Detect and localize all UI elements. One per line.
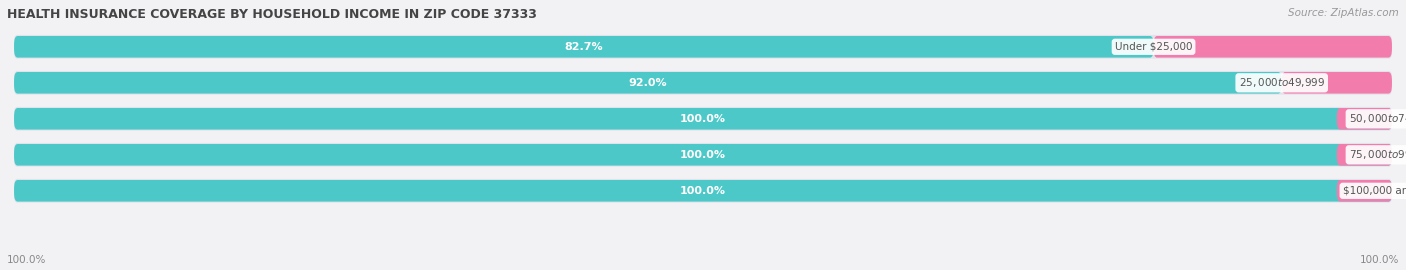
Text: HEALTH INSURANCE COVERAGE BY HOUSEHOLD INCOME IN ZIP CODE 37333: HEALTH INSURANCE COVERAGE BY HOUSEHOLD I… <box>7 8 537 21</box>
Text: 100.0%: 100.0% <box>681 114 725 124</box>
FancyBboxPatch shape <box>14 71 1392 95</box>
FancyBboxPatch shape <box>1337 180 1392 202</box>
FancyBboxPatch shape <box>1337 144 1392 166</box>
FancyBboxPatch shape <box>14 179 1392 203</box>
FancyBboxPatch shape <box>14 107 1392 131</box>
Text: $100,000 and over: $100,000 and over <box>1343 186 1406 196</box>
Text: 100.0%: 100.0% <box>681 186 725 196</box>
FancyBboxPatch shape <box>14 108 1392 130</box>
Text: $75,000 to $99,999: $75,000 to $99,999 <box>1348 148 1406 161</box>
Text: 100.0%: 100.0% <box>681 150 725 160</box>
Text: $25,000 to $49,999: $25,000 to $49,999 <box>1239 76 1324 89</box>
FancyBboxPatch shape <box>14 144 1392 166</box>
FancyBboxPatch shape <box>14 180 1392 202</box>
Text: Source: ZipAtlas.com: Source: ZipAtlas.com <box>1288 8 1399 18</box>
Text: $50,000 to $74,999: $50,000 to $74,999 <box>1348 112 1406 125</box>
Text: 92.0%: 92.0% <box>628 78 668 88</box>
Text: 100.0%: 100.0% <box>7 255 46 265</box>
FancyBboxPatch shape <box>1282 72 1392 94</box>
FancyBboxPatch shape <box>1337 108 1392 130</box>
FancyBboxPatch shape <box>14 143 1392 167</box>
Text: 100.0%: 100.0% <box>1360 255 1399 265</box>
Text: Under $25,000: Under $25,000 <box>1115 42 1192 52</box>
FancyBboxPatch shape <box>14 36 1153 58</box>
FancyBboxPatch shape <box>14 35 1392 59</box>
Text: 82.7%: 82.7% <box>564 42 603 52</box>
FancyBboxPatch shape <box>14 72 1282 94</box>
FancyBboxPatch shape <box>1153 36 1392 58</box>
